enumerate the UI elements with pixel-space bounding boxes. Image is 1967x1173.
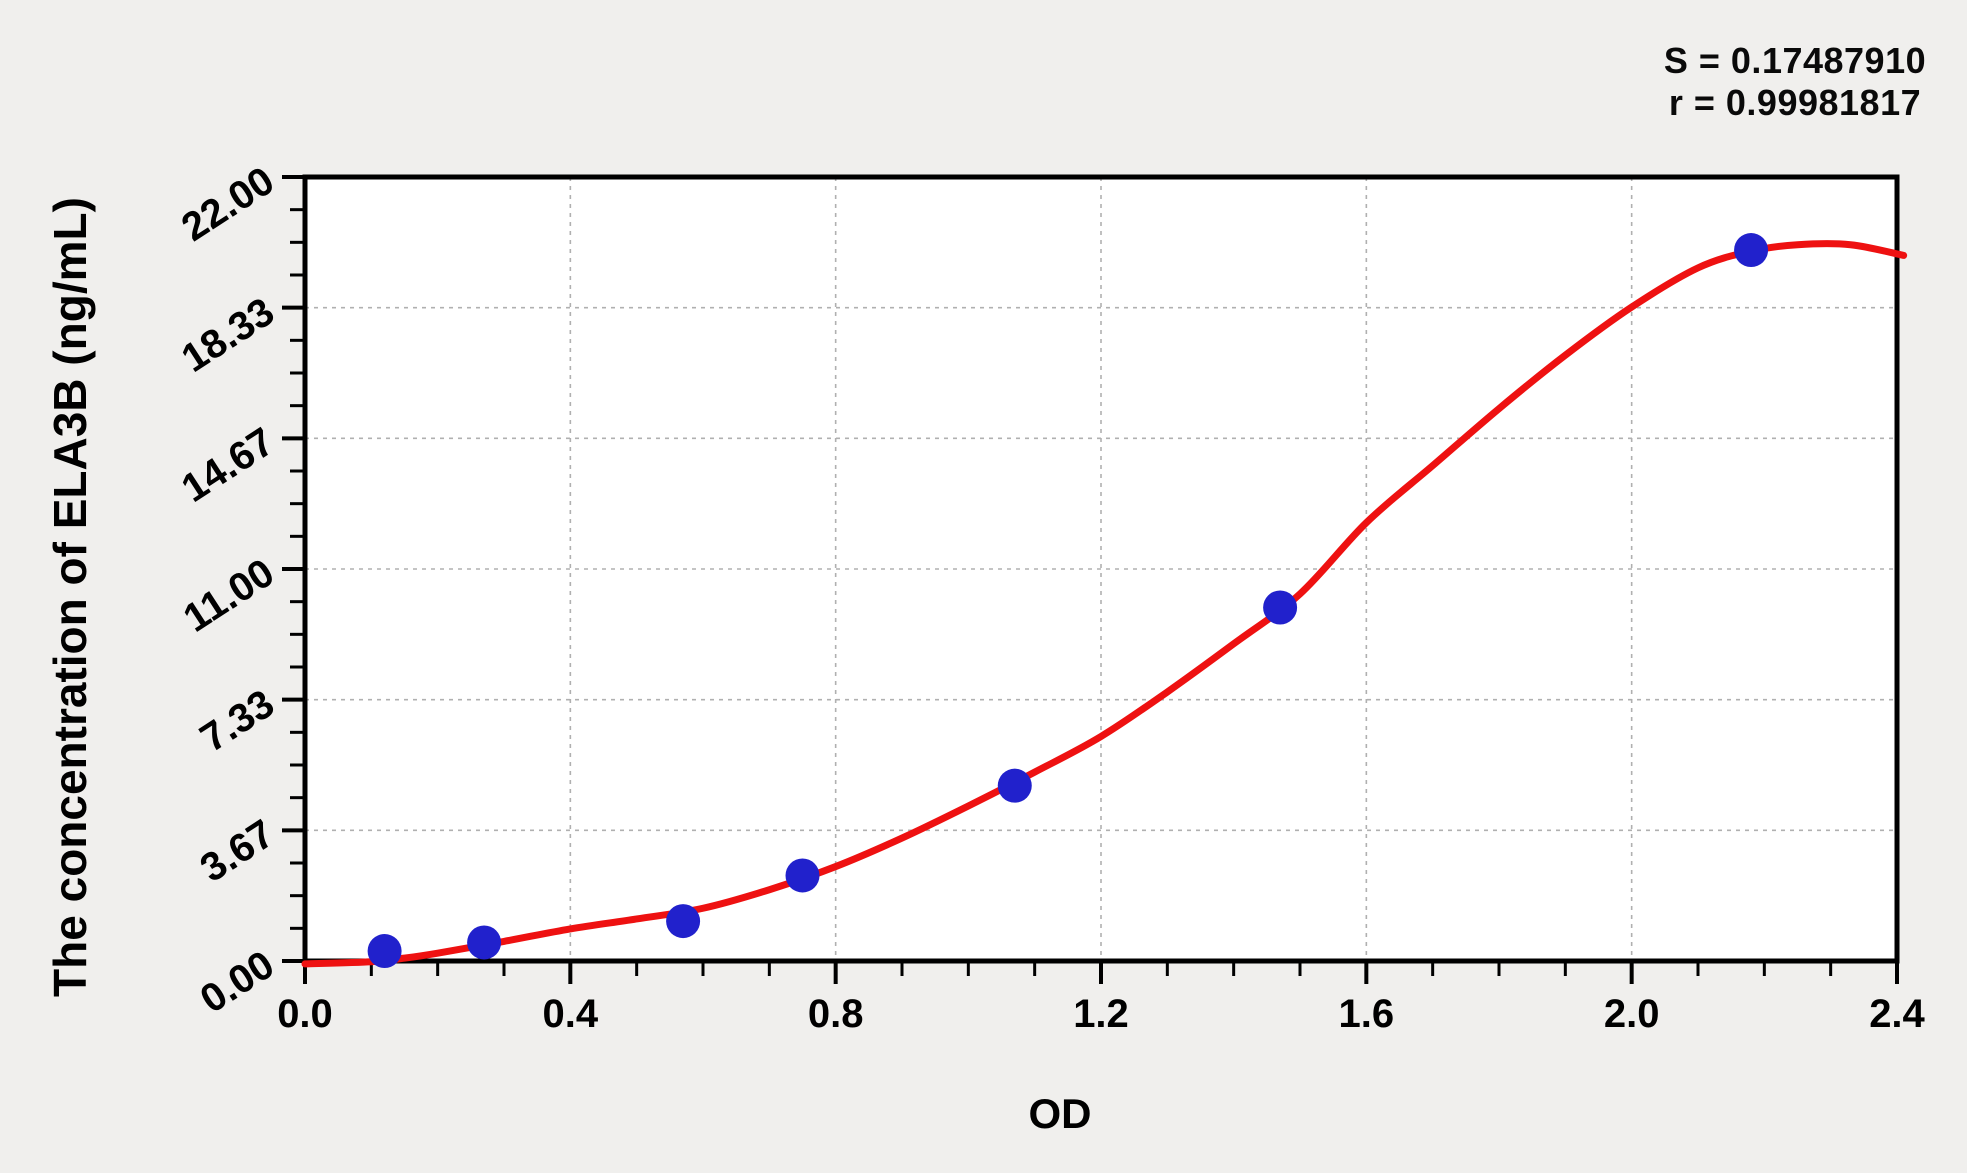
data-point	[666, 904, 701, 939]
data-point	[467, 925, 502, 960]
x-tick-label: 1.6	[1338, 992, 1395, 1036]
x-tick-label: 0.8	[807, 992, 864, 1036]
data-point	[367, 934, 402, 969]
x-tick-label: 0.0	[277, 992, 333, 1036]
r-value-text: r = 0.99981817	[1668, 82, 1922, 123]
s-value-text: S = 0.17487910	[1663, 40, 1927, 81]
x-tick-label: 2.0	[1603, 992, 1660, 1036]
fit-curve	[301, 240, 1908, 968]
y-axis-title: The concentration of ELA3B (ng/mL)	[44, 197, 96, 997]
plot-frame	[302, 174, 1900, 964]
fit-statistics: S = 0.17487910 r = 0.99981817	[1630, 40, 1960, 124]
x-tick-label: 1.2	[1073, 992, 1129, 1036]
data-point	[1263, 590, 1298, 625]
data-point	[785, 858, 820, 893]
x-tick-label: 0.4	[542, 992, 599, 1036]
x-tick-label: 2.4	[1869, 992, 1925, 1036]
data-point	[1734, 233, 1769, 268]
data-point	[997, 768, 1032, 803]
x-axis-title: OD	[1028, 1090, 1092, 1137]
